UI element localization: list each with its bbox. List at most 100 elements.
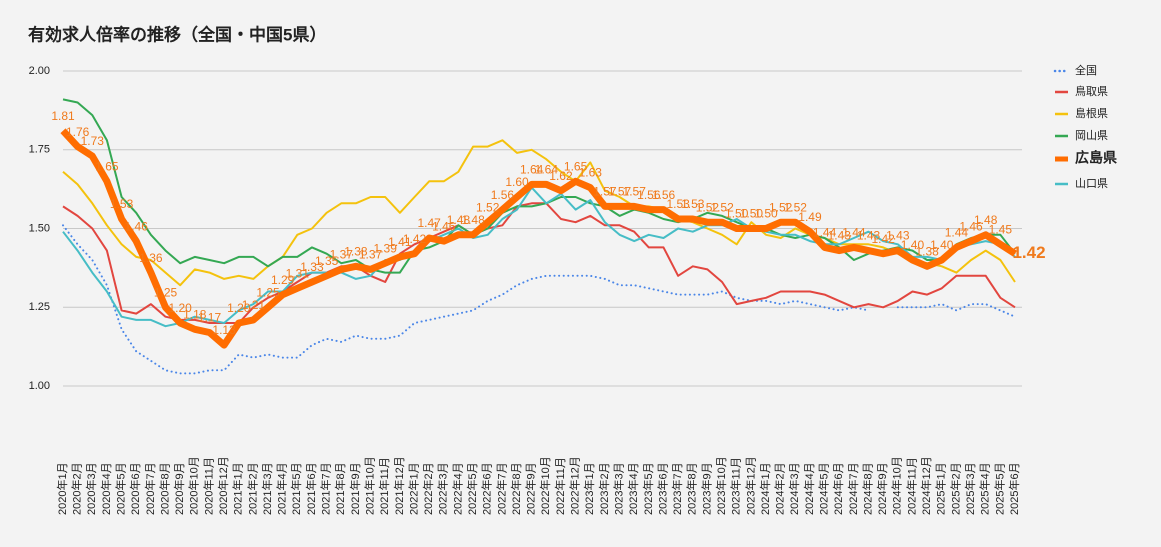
x-tick-label: 2021年1月 — [231, 462, 245, 515]
x-tick-label: 2022年5月 — [465, 462, 479, 515]
x-tick-label: 2020年7月 — [143, 462, 157, 515]
data-label: 1.62 — [549, 169, 573, 183]
data-label: 1.38 — [915, 244, 939, 258]
data-label: 1.57 — [593, 185, 617, 199]
x-tick-label: 2024年1月 — [758, 462, 772, 515]
x-tick-label: 2020年11月 — [201, 457, 215, 515]
x-tick-label: 2024年7月 — [846, 462, 860, 515]
x-tick-label: 2022年7月 — [494, 462, 508, 515]
x-tick-label: 2022年2月 — [421, 462, 435, 515]
x-tick-label: 2025年6月 — [1007, 462, 1021, 515]
series-line — [60, 128, 1017, 349]
x-tick-label: 2023年1月 — [582, 462, 596, 515]
series-line — [62, 186, 1016, 328]
y-tick-label: 1.00 — [29, 380, 50, 392]
data-label: 1.60 — [505, 175, 529, 189]
data-label: 1.76 — [66, 125, 90, 139]
y-tick-label: 1.25 — [29, 301, 50, 313]
data-label: 1.29 — [271, 273, 295, 287]
chart-title: 有効求人倍率の推移（全国・中国5県） — [28, 24, 326, 44]
x-tick-label: 2022年10月 — [538, 456, 552, 515]
y-tick-label: 1.50 — [29, 222, 50, 234]
data-label: 1.47 — [417, 216, 441, 230]
data-label: 1.44 — [813, 226, 837, 240]
data-label: 1.45 — [989, 222, 1013, 236]
data-label: 1.50 — [725, 207, 749, 221]
x-tick-label: 2023年5月 — [641, 462, 655, 515]
data-label: 1.46 — [125, 219, 149, 233]
data-label: 1.57 — [623, 185, 647, 199]
data-label: 1.50 — [754, 207, 778, 221]
data-label: 1.56 — [652, 188, 676, 202]
data-label: 1.64 — [535, 163, 559, 177]
data-label: 1.21 — [242, 298, 266, 312]
data-label: 1.73 — [81, 134, 105, 148]
x-tick-label: 2025年1月 — [934, 462, 948, 515]
x-tick-label: 2020年2月 — [70, 462, 84, 515]
x-tick-label: 2024年4月 — [802, 462, 816, 515]
data-label: 1.46 — [959, 219, 983, 233]
series-line — [62, 98, 1016, 274]
x-tick-label: 2022年1月 — [406, 462, 420, 515]
data-label: 1.37 — [359, 248, 383, 262]
data-label: 1.53 — [666, 197, 690, 211]
x-tick-label: 2020年12月 — [216, 456, 230, 515]
y-tick-label: 1.75 — [29, 144, 50, 156]
x-tick-label: 2023年11月 — [729, 457, 743, 515]
x-tick-label: 2021年10月 — [362, 456, 376, 515]
legend-label: 山口県 — [1075, 177, 1108, 190]
x-tick-label: 2024年5月 — [817, 462, 831, 515]
series-line — [62, 224, 1016, 375]
x-tick-label: 2024年10月 — [890, 456, 904, 515]
x-tick-label: 2021年4月 — [275, 462, 289, 515]
data-label: 1.48 — [447, 213, 471, 227]
legend-label: 鳥取県 — [1075, 84, 1108, 98]
legend-label: 岡山県 — [1075, 129, 1108, 142]
data-label: 1.20 — [227, 301, 251, 315]
x-tick-label: 2023年8月 — [685, 462, 699, 515]
data-label: 1.42 — [403, 232, 427, 246]
data-label: 1.38 — [344, 244, 368, 258]
data-label: 1.57 — [608, 185, 632, 199]
data-label: 1.52 — [769, 200, 793, 214]
x-tick-label: 2025年3月 — [963, 462, 977, 515]
x-tick-label: 2020年1月 — [55, 462, 69, 515]
x-tick-label: 2022年6月 — [480, 462, 494, 515]
data-label: 1.42 — [1012, 243, 1045, 262]
x-tick-label: 2021年3月 — [260, 462, 274, 515]
x-tick-label: 2023年3月 — [611, 462, 625, 515]
x-tick-label: 2023年9月 — [699, 462, 713, 515]
data-label: 1.65 — [95, 159, 119, 173]
data-label: 1.53 — [110, 197, 134, 211]
data-label: 1.56 — [491, 188, 515, 202]
legend-label: 島根県 — [1075, 106, 1108, 120]
data-label: 1.13 — [212, 323, 236, 337]
legend-label: 全国 — [1075, 63, 1097, 77]
data-label: 1.81 — [51, 109, 75, 123]
x-tick-label: 2021年12月 — [392, 456, 406, 515]
x-tick-label: 2024年2月 — [773, 462, 787, 515]
x-tick-label: 2022年12月 — [568, 456, 582, 515]
data-label: 1.40 — [930, 238, 954, 252]
x-tick-label: 2024年12月 — [919, 456, 933, 515]
x-tick-label: 2022年3月 — [436, 462, 450, 515]
x-tick-label: 2024年3月 — [787, 462, 801, 515]
x-tick-label: 2024年6月 — [831, 462, 845, 515]
x-tick-label: 2024年11月 — [904, 457, 918, 515]
data-label: 1.18 — [183, 307, 207, 321]
x-tick-label: 2023年10月 — [714, 456, 728, 515]
data-label: 1.43 — [828, 229, 852, 243]
legend-label: 広島県 — [1075, 150, 1117, 166]
data-label: 1.52 — [696, 200, 720, 214]
data-label: 1.25 — [256, 285, 280, 299]
data-label: 1.43 — [857, 229, 881, 243]
x-tick-label: 2025年2月 — [948, 462, 962, 515]
data-label: 1.49 — [798, 210, 822, 224]
data-label: 1.48 — [461, 213, 485, 227]
data-label: 1.52 — [476, 200, 500, 214]
x-tick-label: 2020年3月 — [84, 462, 98, 515]
data-label: 1.42 — [872, 232, 896, 246]
series-line — [62, 139, 1016, 287]
y-tick-label: 2.00 — [29, 65, 50, 77]
data-label: 1.31 — [286, 267, 310, 281]
